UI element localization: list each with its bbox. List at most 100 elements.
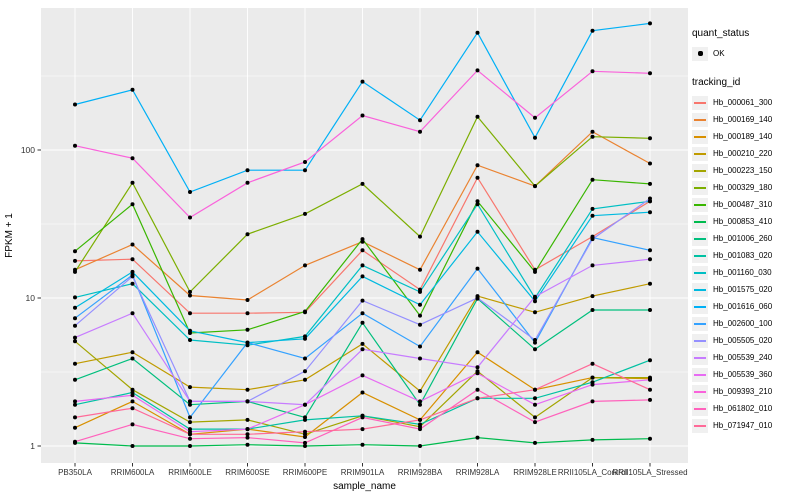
data-point bbox=[360, 320, 365, 325]
data-point bbox=[245, 442, 250, 447]
series-color-line-icon bbox=[694, 339, 706, 342]
x-tick-label: RRIM901LA bbox=[341, 468, 385, 477]
data-point bbox=[418, 344, 422, 349]
data-point bbox=[130, 350, 135, 355]
data-point bbox=[245, 432, 250, 437]
data-point bbox=[360, 113, 365, 118]
data-point bbox=[73, 335, 77, 340]
data-point bbox=[130, 406, 135, 411]
data-point bbox=[648, 257, 652, 262]
legend-item-Hb_000061_300: Hb_000061_300 bbox=[692, 95, 798, 110]
data-point bbox=[303, 402, 307, 407]
data-point bbox=[245, 435, 250, 440]
legend-label: Hb_071947_010 bbox=[713, 421, 773, 430]
data-point bbox=[188, 402, 192, 407]
data-point bbox=[188, 338, 192, 342]
legend: quant_status OK tracking_id Hb_000061_30… bbox=[692, 28, 798, 449]
series-color-line-icon bbox=[694, 288, 706, 291]
data-point bbox=[418, 129, 422, 134]
data-point bbox=[418, 422, 422, 427]
x-tick-label: RRIM928BA bbox=[398, 468, 443, 477]
data-point bbox=[130, 281, 135, 286]
data-point bbox=[303, 336, 307, 341]
legend-item-Hb_005539_240: Hb_005539_240 bbox=[692, 350, 798, 365]
data-point bbox=[245, 232, 250, 237]
y-axis-title: FPKM + 1 bbox=[4, 213, 15, 258]
legend-key-swatch bbox=[692, 146, 708, 161]
series-color-line-icon bbox=[694, 424, 706, 427]
data-point bbox=[648, 281, 652, 286]
data-point bbox=[360, 274, 365, 279]
legend-item-Hb_005539_360: Hb_005539_360 bbox=[692, 367, 798, 382]
data-point bbox=[303, 263, 307, 268]
data-point bbox=[360, 181, 365, 186]
data-point bbox=[188, 293, 192, 298]
legend-item-Hb_001575_020: Hb_001575_020 bbox=[692, 282, 798, 297]
data-point bbox=[360, 373, 365, 378]
data-point bbox=[130, 390, 135, 395]
data-point bbox=[360, 298, 365, 303]
series-color-line-icon bbox=[694, 254, 706, 257]
data-point bbox=[303, 377, 307, 382]
data-point bbox=[303, 417, 307, 422]
series-color-line-icon bbox=[694, 322, 706, 325]
data-point bbox=[418, 313, 422, 318]
data-point bbox=[73, 316, 77, 321]
legend-key-swatch bbox=[692, 231, 708, 246]
data-point bbox=[590, 399, 595, 404]
data-point bbox=[130, 180, 135, 185]
legend-label: Hb_001006_260 bbox=[713, 234, 773, 243]
data-point bbox=[590, 129, 595, 134]
data-point bbox=[245, 311, 250, 316]
y-tick-label: 100 bbox=[21, 145, 35, 155]
legend-key-swatch bbox=[692, 299, 708, 314]
data-point bbox=[648, 161, 652, 166]
data-point bbox=[73, 399, 77, 404]
data-point bbox=[360, 390, 365, 395]
y-tick-label: 10 bbox=[26, 293, 36, 303]
legend-label: Hb_001575_020 bbox=[713, 285, 773, 294]
data-point bbox=[648, 397, 652, 402]
legend-label: Hb_005539_240 bbox=[713, 353, 773, 362]
legend-label: Hb_001616_060 bbox=[713, 302, 773, 311]
data-point bbox=[360, 427, 365, 432]
data-point bbox=[130, 387, 135, 392]
series-color-line-icon bbox=[694, 407, 706, 410]
data-point bbox=[475, 296, 480, 300]
legend-item-Hb_000223_150: Hb_000223_150 bbox=[692, 163, 798, 178]
data-point bbox=[533, 338, 537, 342]
data-point bbox=[245, 180, 250, 185]
x-tick-label: RRIM600LE bbox=[168, 468, 212, 477]
data-point bbox=[188, 444, 192, 448]
data-point bbox=[303, 444, 307, 448]
data-point bbox=[475, 371, 480, 376]
legend-item-Hb_009393_210: Hb_009393_210 bbox=[692, 384, 798, 399]
data-point bbox=[533, 440, 537, 445]
legend-label: Hb_000189_140 bbox=[713, 132, 773, 141]
data-point bbox=[648, 136, 652, 141]
legend-key-swatch bbox=[692, 112, 708, 127]
legend-item-Hb_001160_030: Hb_001160_030 bbox=[692, 265, 798, 280]
x-axis-title: sample_name bbox=[333, 481, 396, 492]
legend-label: Hb_000853_410 bbox=[713, 217, 773, 226]
legend-item-Hb_002600_100: Hb_002600_100 bbox=[692, 316, 798, 331]
legend-key-swatch bbox=[692, 197, 708, 212]
data-point bbox=[648, 377, 652, 382]
legend-key-swatch bbox=[692, 129, 708, 144]
data-point bbox=[590, 294, 595, 299]
data-point bbox=[418, 402, 422, 407]
data-point bbox=[475, 163, 480, 168]
data-point bbox=[245, 427, 250, 432]
data-point bbox=[188, 399, 192, 404]
data-point bbox=[418, 118, 422, 123]
data-point bbox=[648, 308, 652, 312]
data-point bbox=[73, 305, 77, 310]
data-point bbox=[590, 382, 595, 387]
data-point bbox=[188, 432, 192, 437]
data-point bbox=[73, 258, 77, 263]
data-point bbox=[73, 249, 77, 254]
data-point bbox=[73, 295, 77, 300]
data-point bbox=[533, 299, 537, 304]
